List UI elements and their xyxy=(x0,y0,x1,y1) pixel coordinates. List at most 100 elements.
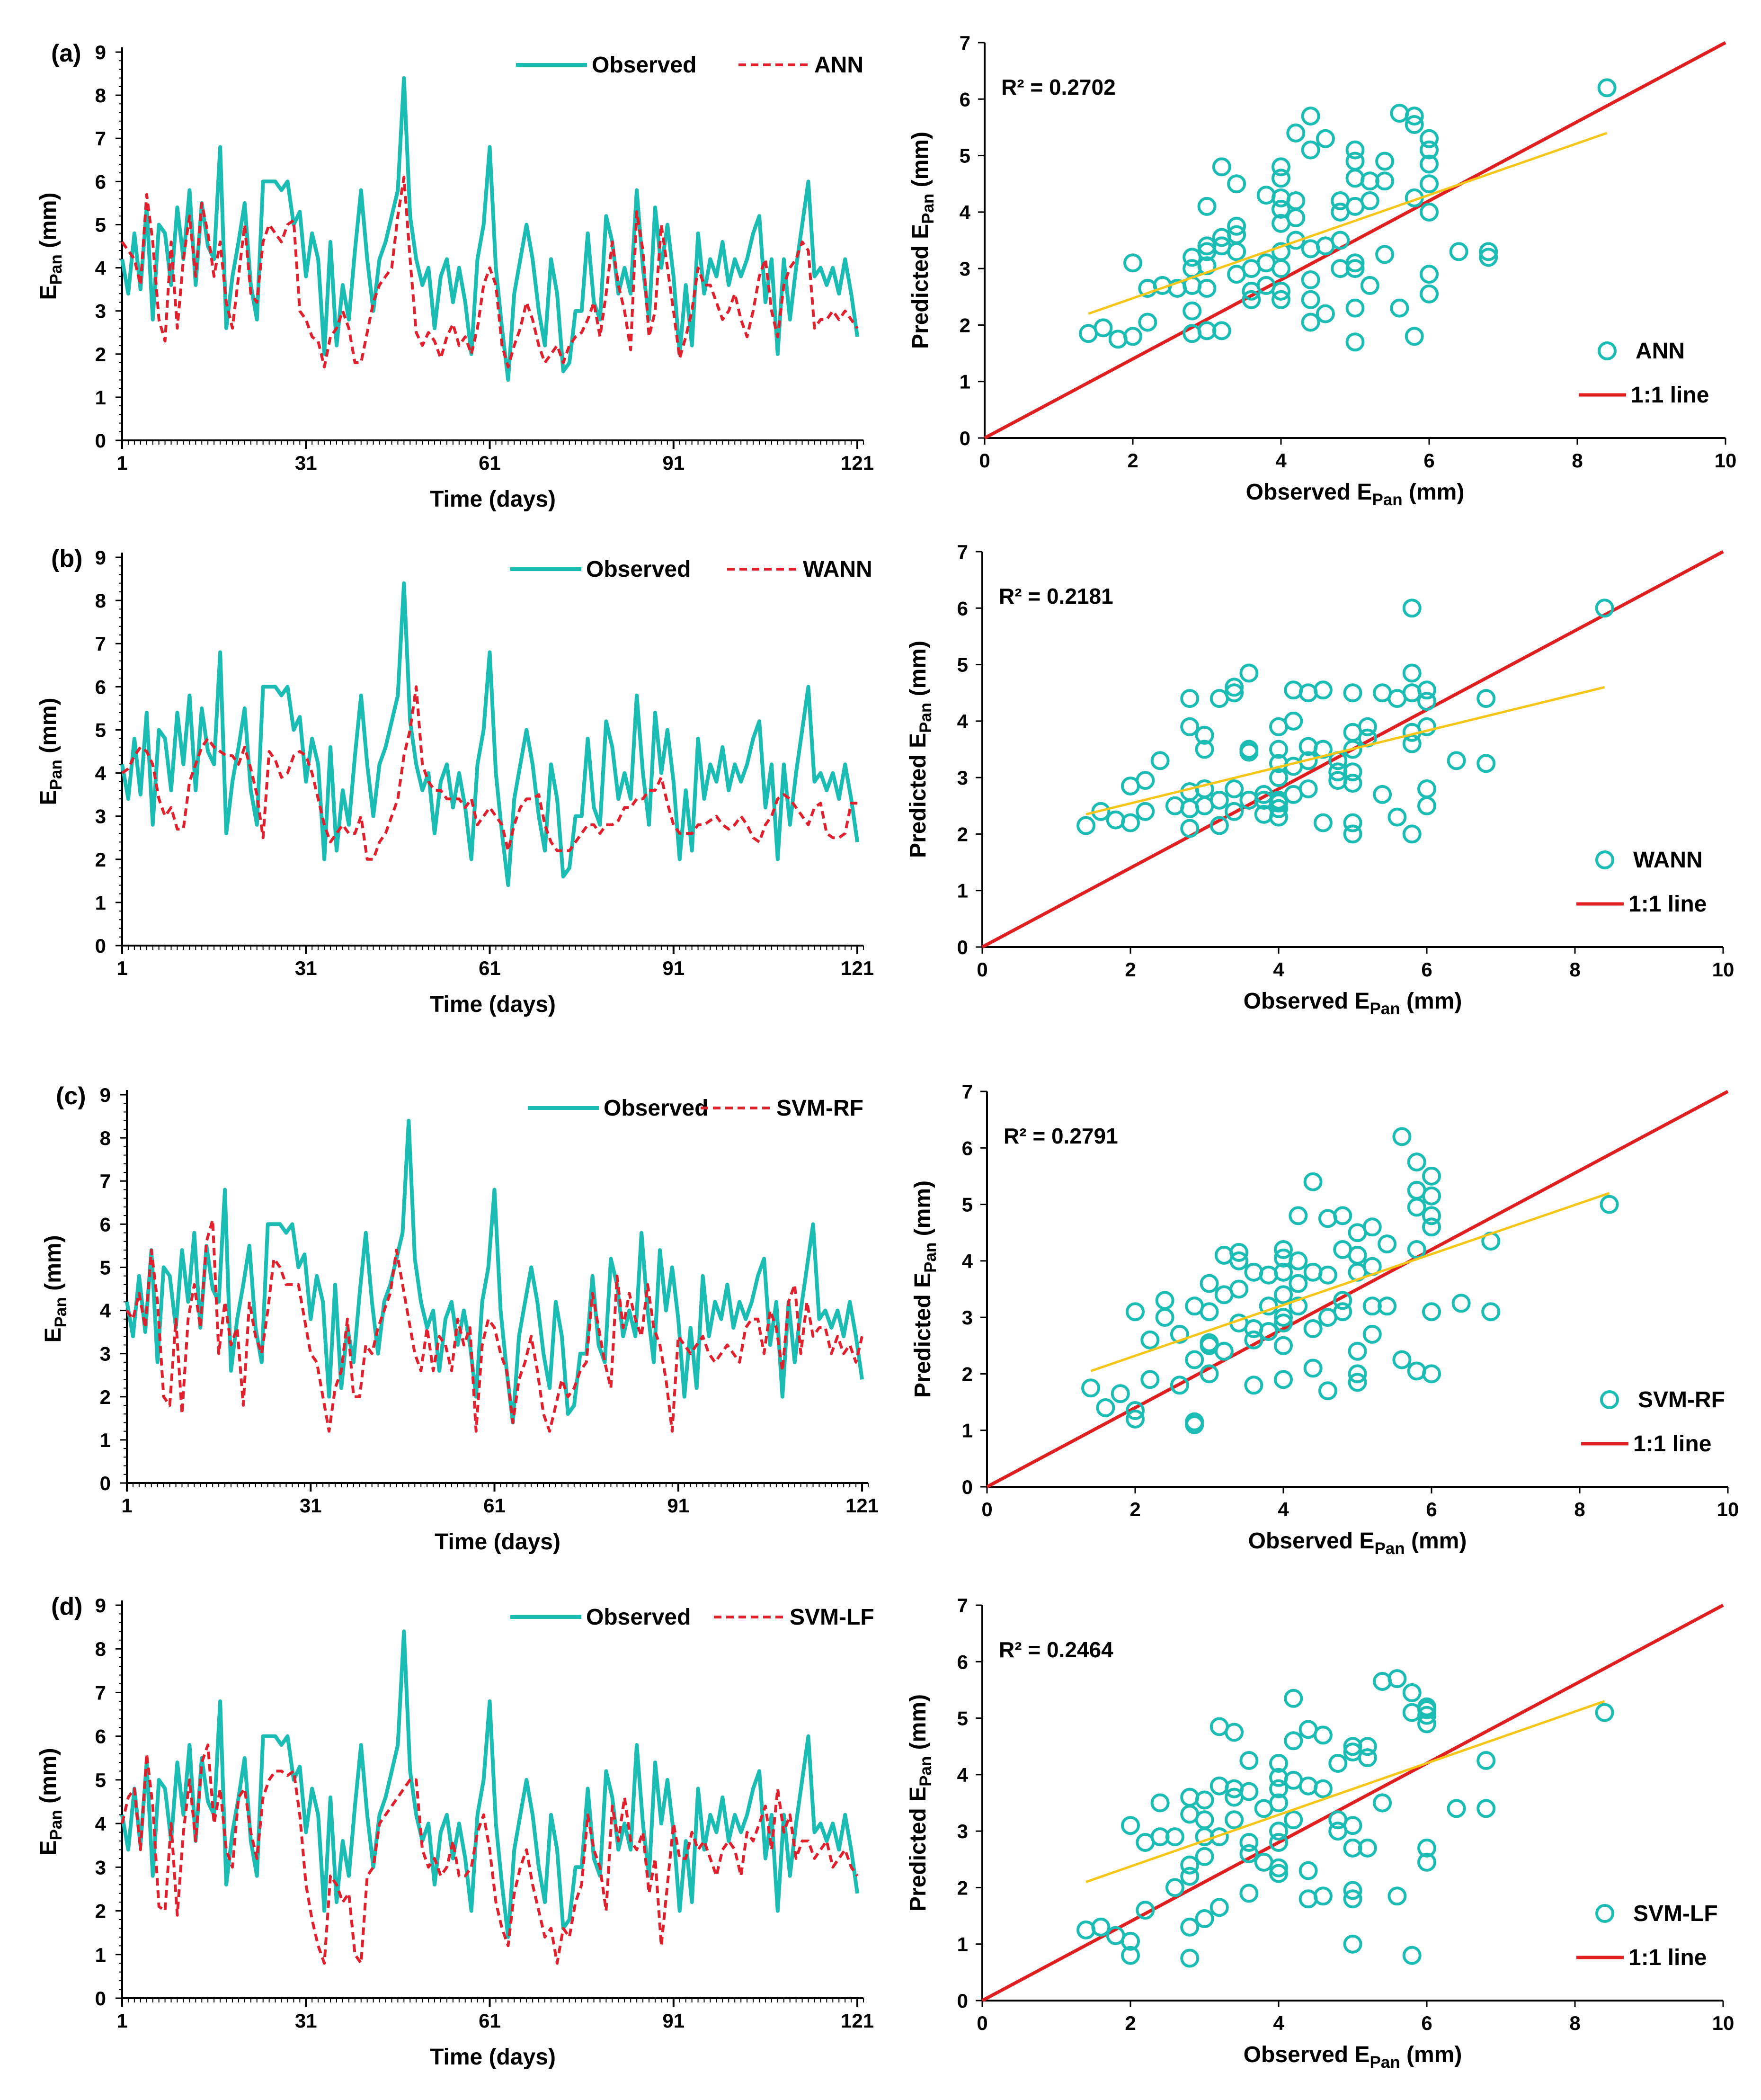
scatter-point xyxy=(1343,683,1362,703)
scatter-point xyxy=(1392,1127,1412,1146)
one-to-one-line xyxy=(984,41,1726,440)
scatter-point xyxy=(1170,1324,1189,1344)
y-tick-label: 5 xyxy=(960,145,970,167)
scatter-point xyxy=(1272,169,1290,188)
scatter-point xyxy=(1476,754,1496,773)
scatter-point xyxy=(1269,1779,1288,1798)
y-tick-label: 3 xyxy=(95,1856,106,1878)
legend-marker xyxy=(1600,1390,1619,1409)
scatter-point xyxy=(1140,1330,1160,1349)
y-axis-title-unit: (mm) xyxy=(910,1180,935,1242)
x-tick-label: 1 xyxy=(116,2010,127,2032)
y-tick-label: 3 xyxy=(95,805,106,828)
scatter-point xyxy=(1269,1754,1288,1773)
scatter-point xyxy=(1447,1799,1466,1818)
scatter-point xyxy=(1373,785,1392,804)
scatter-point xyxy=(1121,1816,1140,1835)
scatter-point xyxy=(1402,734,1422,753)
legend-model-label: SVM-LF xyxy=(1633,1901,1718,1926)
y-tick-label: 1 xyxy=(95,1944,106,1966)
scatter-point xyxy=(1362,1324,1382,1344)
y-tick-label: 5 xyxy=(957,1707,968,1730)
scatter-point xyxy=(1244,1330,1263,1349)
scatter-point xyxy=(1316,129,1335,148)
y-axis-title: EPan (mm) xyxy=(41,1235,70,1343)
x-tick-label: 0 xyxy=(977,2012,987,2034)
scatter-point xyxy=(1345,259,1365,278)
y-tick-label: 8 xyxy=(95,590,106,612)
x-tick-label: 61 xyxy=(479,452,501,474)
scatter-point xyxy=(1195,740,1214,759)
scatter-point xyxy=(1476,1799,1496,1818)
scatter-point xyxy=(1422,1206,1441,1225)
scatter-point xyxy=(1343,1934,1362,1954)
x-tick-label: 8 xyxy=(1572,449,1583,472)
scatter-point xyxy=(1195,725,1214,745)
scatter-point xyxy=(1076,816,1096,835)
scatter-point xyxy=(1150,751,1170,770)
scatter-point xyxy=(1239,1833,1259,1852)
scatter-point xyxy=(1180,717,1200,736)
legend-model-label: SVM-RF xyxy=(1638,1387,1725,1412)
y-axis-title-subscript: Pan xyxy=(52,1297,70,1327)
scatter-point xyxy=(1343,762,1362,782)
observed-series-line xyxy=(120,76,860,382)
scatter-point xyxy=(1299,779,1318,798)
scatter-point xyxy=(1481,1302,1501,1322)
scatter-point xyxy=(1180,1948,1200,1968)
y-axis-title-subscript: Pan xyxy=(916,703,935,733)
scatter-point xyxy=(1407,1361,1426,1381)
scatter-point xyxy=(1407,1153,1426,1172)
scatter-point xyxy=(1318,1381,1337,1401)
scatter-point xyxy=(1284,1810,1303,1830)
scatter-point xyxy=(1345,169,1365,188)
scatter-point xyxy=(1210,816,1229,835)
y-tick-label: 9 xyxy=(95,1594,106,1617)
y-tick-label: 7 xyxy=(95,127,106,150)
scatter-point xyxy=(1333,1291,1352,1310)
scatter-point xyxy=(1313,1779,1333,1798)
x-axis-title-subscript: Pan xyxy=(1372,491,1402,509)
scatter-point xyxy=(1289,1206,1308,1225)
scatter-point xyxy=(1402,1683,1422,1702)
scatter-point xyxy=(1422,1186,1441,1206)
scatter-point xyxy=(1165,1878,1184,1897)
scatter-point xyxy=(1180,1787,1200,1807)
scatter-point xyxy=(1286,191,1306,210)
x-axis-title: Observed EPan (mm) xyxy=(1244,2042,1462,2072)
scatter-point xyxy=(1303,1172,1323,1191)
trend-line xyxy=(1085,686,1605,816)
scatter-point xyxy=(1387,807,1407,827)
scatter-point xyxy=(1345,298,1365,318)
y-tick-label: 3 xyxy=(95,300,106,322)
scatter-point xyxy=(1195,1847,1214,1866)
scatter-point xyxy=(1301,239,1320,259)
scatter-point xyxy=(1313,813,1333,832)
scatter-point xyxy=(1417,692,1436,711)
y-tick-label: 4 xyxy=(95,1813,107,1835)
x-tick-label: 91 xyxy=(662,2010,685,2032)
scatter-point xyxy=(1214,1341,1234,1361)
scatter-point xyxy=(1348,1373,1367,1392)
scatter-point xyxy=(1274,1336,1293,1355)
y-tick-label: 0 xyxy=(957,936,968,958)
scatter-point xyxy=(1402,1946,1422,1965)
scatter-point xyxy=(1358,717,1377,736)
legend-predicted-label: ANN xyxy=(814,53,863,78)
x-axis-title: Time (days) xyxy=(435,1529,560,1555)
x-axis-title: Time (days) xyxy=(430,487,556,512)
legend-marker xyxy=(1595,1904,1614,1923)
trend-line xyxy=(1090,1192,1610,1372)
scatter-point xyxy=(1284,1689,1303,1708)
scatter-point xyxy=(1479,242,1498,261)
scatter-point xyxy=(1348,1341,1367,1361)
scatter-point xyxy=(1303,1358,1323,1378)
y-tick-label: 7 xyxy=(95,1681,106,1704)
scatter-point xyxy=(1269,1822,1288,1841)
scatter-point xyxy=(1316,304,1335,323)
scatter-point xyxy=(1225,1810,1244,1830)
y-tick-label: 0 xyxy=(95,935,106,957)
x-tick-label: 91 xyxy=(662,452,685,474)
scatter-point xyxy=(1227,216,1246,236)
